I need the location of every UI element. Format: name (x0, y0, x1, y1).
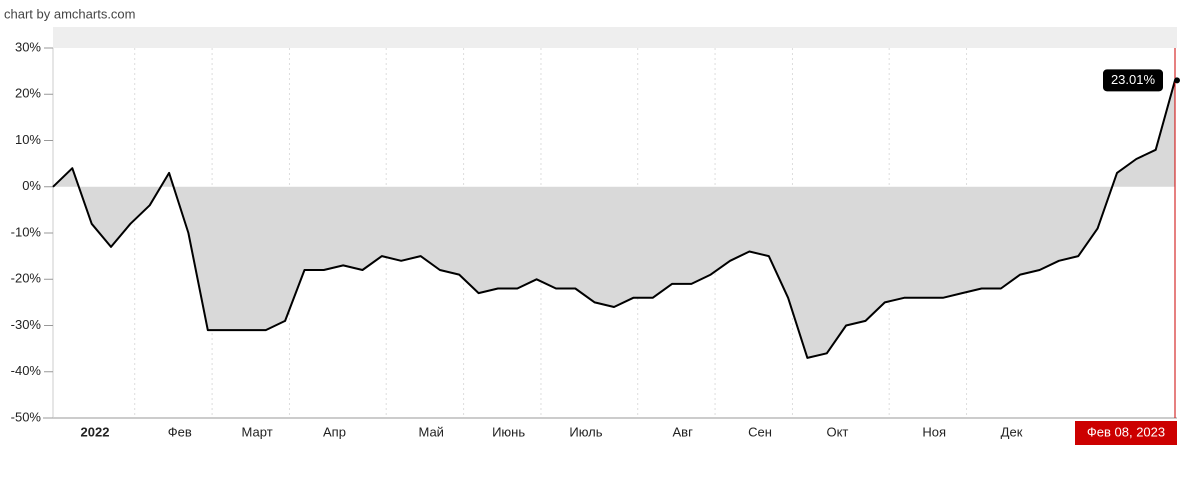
x-tick-label: Дек (1001, 424, 1023, 439)
y-tick-label: 0% (22, 178, 41, 193)
y-tick-label: -10% (11, 224, 42, 239)
value-label: 23.01% (1111, 72, 1156, 87)
line (52, 80, 1176, 359)
y-tick-label: 30% (15, 39, 41, 54)
credit: chart by amcharts.com (4, 6, 136, 21)
x-tick-label: Июль (569, 424, 602, 439)
x-tick-label: Сен (748, 424, 772, 439)
x-tick-label: Май (418, 424, 443, 439)
area (53, 80, 1175, 358)
x-tick-label: Апр (323, 424, 346, 439)
y-tick-label: -20% (11, 271, 42, 286)
y-tick-label: -50% (11, 409, 42, 424)
x-tick-label: 2022 (81, 424, 110, 439)
point (1174, 77, 1180, 84)
x-tick-label: Июнь (492, 424, 525, 439)
y-tick-label: 20% (15, 86, 41, 101)
y-tick-label: 10% (15, 132, 41, 147)
x-tick-label: Авг (673, 424, 694, 439)
y-tick-label: -30% (11, 317, 42, 332)
value-label-box (1103, 69, 1163, 92)
cursor-label: Фев 08, 2023 (1087, 424, 1165, 439)
x-tick-label: Март (242, 424, 273, 439)
x-tick-label: Окт (826, 424, 848, 439)
y-tick-label: -40% (11, 363, 42, 378)
cursor-label-box (1075, 421, 1177, 445)
x-tick-label: Фев (168, 424, 192, 439)
top-band (53, 27, 1177, 48)
x-tick-label: Ноя (922, 424, 946, 439)
